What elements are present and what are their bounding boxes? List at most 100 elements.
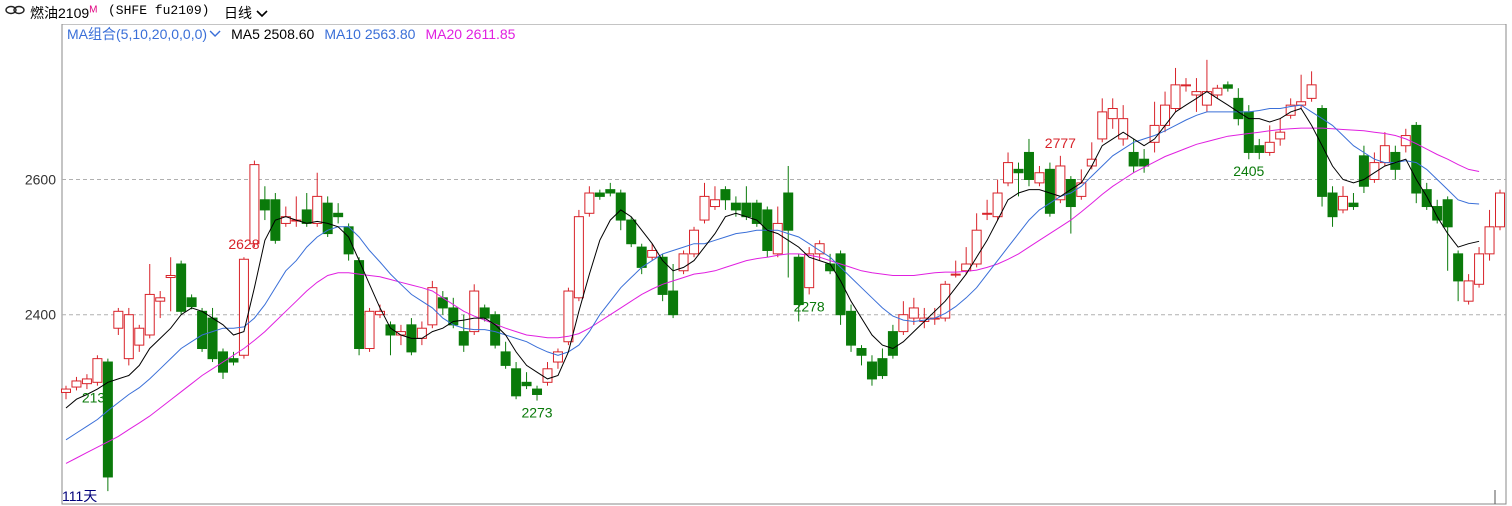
candle-down bbox=[343, 226, 354, 255]
candle-up bbox=[1118, 118, 1129, 140]
candle-down bbox=[877, 358, 888, 377]
candle-up bbox=[709, 199, 720, 208]
y-tick-label: 2400 bbox=[25, 307, 56, 323]
candle-up bbox=[165, 274, 176, 279]
candle-up bbox=[552, 351, 563, 363]
candle-up bbox=[1275, 131, 1286, 140]
candle-down bbox=[1358, 155, 1369, 187]
candle-down bbox=[333, 212, 344, 218]
candle-down bbox=[1453, 253, 1464, 282]
candle-up bbox=[1107, 108, 1118, 120]
candle-up bbox=[772, 222, 783, 255]
candle-up bbox=[249, 164, 260, 245]
candle-up bbox=[312, 195, 323, 224]
candle-down bbox=[1139, 158, 1150, 167]
candle-down bbox=[228, 358, 239, 363]
candle-up bbox=[1191, 91, 1202, 96]
low-annotation: 2278 bbox=[794, 298, 825, 314]
candle-up bbox=[113, 310, 124, 329]
candle-up bbox=[155, 297, 166, 302]
candle-up bbox=[1484, 226, 1495, 255]
candle-up bbox=[542, 368, 553, 383]
candle-down bbox=[207, 317, 218, 360]
ma20-line bbox=[65, 127, 1480, 464]
candle-up bbox=[1034, 172, 1045, 184]
period-label: 日线 bbox=[224, 5, 252, 21]
candle-up bbox=[1180, 84, 1191, 87]
candle-down bbox=[1442, 199, 1453, 228]
candle-up bbox=[1474, 253, 1485, 285]
candle-up bbox=[898, 314, 909, 333]
link-icon[interactable] bbox=[5, 3, 25, 20]
instrument-code: (SHFE fu2109) bbox=[108, 3, 210, 18]
candle-down bbox=[1432, 206, 1443, 221]
candle-down bbox=[846, 310, 857, 346]
candle-up bbox=[647, 249, 658, 258]
candle-down bbox=[793, 256, 804, 306]
candle-up bbox=[1495, 192, 1505, 228]
candle-down bbox=[532, 388, 543, 395]
candle-down bbox=[1327, 192, 1338, 218]
candle-down bbox=[490, 314, 501, 346]
chart-header: 燃油2109M (SHFE fu2109) 日线 bbox=[0, 0, 1512, 24]
candle-down bbox=[500, 351, 511, 366]
candle-down bbox=[626, 219, 637, 245]
ma10-line bbox=[65, 104, 1480, 441]
candle-up bbox=[563, 290, 574, 343]
candle-down bbox=[322, 202, 333, 235]
ma5-line bbox=[65, 91, 1480, 409]
candle-down bbox=[668, 290, 679, 316]
candle-up bbox=[427, 287, 438, 326]
main-contract-marker: M bbox=[89, 4, 98, 16]
candle-up bbox=[1379, 145, 1390, 164]
chevron-down-icon bbox=[209, 30, 221, 37]
candle-up bbox=[992, 192, 1003, 218]
candle-down bbox=[511, 368, 522, 397]
candle-up bbox=[1337, 195, 1348, 211]
candle-down bbox=[720, 189, 731, 201]
candle-down bbox=[458, 331, 469, 346]
candle-down bbox=[1317, 108, 1328, 197]
candle-up bbox=[804, 253, 815, 289]
low-annotation: 2273 bbox=[521, 405, 552, 421]
candle-up bbox=[469, 290, 480, 333]
indicator-selector[interactable]: MA组合(5,10,20,0,0,0) bbox=[67, 26, 207, 42]
candle-down bbox=[1243, 111, 1254, 153]
candle-up bbox=[144, 293, 155, 336]
candle-up bbox=[908, 307, 919, 319]
candle-up bbox=[1306, 84, 1317, 99]
candle-down bbox=[1390, 151, 1401, 170]
candle-down bbox=[1254, 145, 1265, 153]
candle-up bbox=[1170, 84, 1181, 110]
candle-up bbox=[814, 243, 825, 255]
candle-down bbox=[1023, 151, 1034, 180]
candle-down bbox=[856, 348, 867, 356]
candlestick-chart[interactable]: 2400 2600 2628 2273 2278 2777 2405 2139 MA组合(5,1… bbox=[0, 24, 1512, 506]
candle-down bbox=[1233, 97, 1244, 120]
y-tick-label: 2600 bbox=[25, 171, 56, 187]
high-annotation: 2777 bbox=[1045, 135, 1076, 151]
candle-down bbox=[657, 256, 668, 295]
candle-down bbox=[741, 202, 752, 218]
instrument-title: 燃油2109M bbox=[30, 4, 98, 21]
candle-down bbox=[1013, 168, 1024, 174]
chevron-down-icon bbox=[256, 10, 268, 18]
candle-down bbox=[783, 192, 794, 231]
candle-down bbox=[186, 297, 197, 308]
candle-up bbox=[689, 229, 700, 255]
candle-up bbox=[1463, 280, 1474, 302]
candle-up bbox=[982, 212, 993, 215]
candle-up bbox=[81, 378, 92, 385]
candle-down bbox=[594, 192, 605, 197]
candle-up bbox=[1160, 104, 1171, 126]
candle-up bbox=[1097, 111, 1108, 140]
low-annotation: 2139 bbox=[82, 390, 113, 406]
candle-up bbox=[134, 327, 145, 346]
candle-down bbox=[1421, 189, 1432, 208]
candle-down bbox=[605, 189, 616, 194]
candle-up bbox=[71, 380, 82, 388]
candle-down bbox=[887, 331, 898, 356]
candle-up bbox=[123, 314, 134, 360]
period-selector[interactable]: 日线 bbox=[224, 3, 268, 23]
candle-down bbox=[615, 192, 626, 221]
